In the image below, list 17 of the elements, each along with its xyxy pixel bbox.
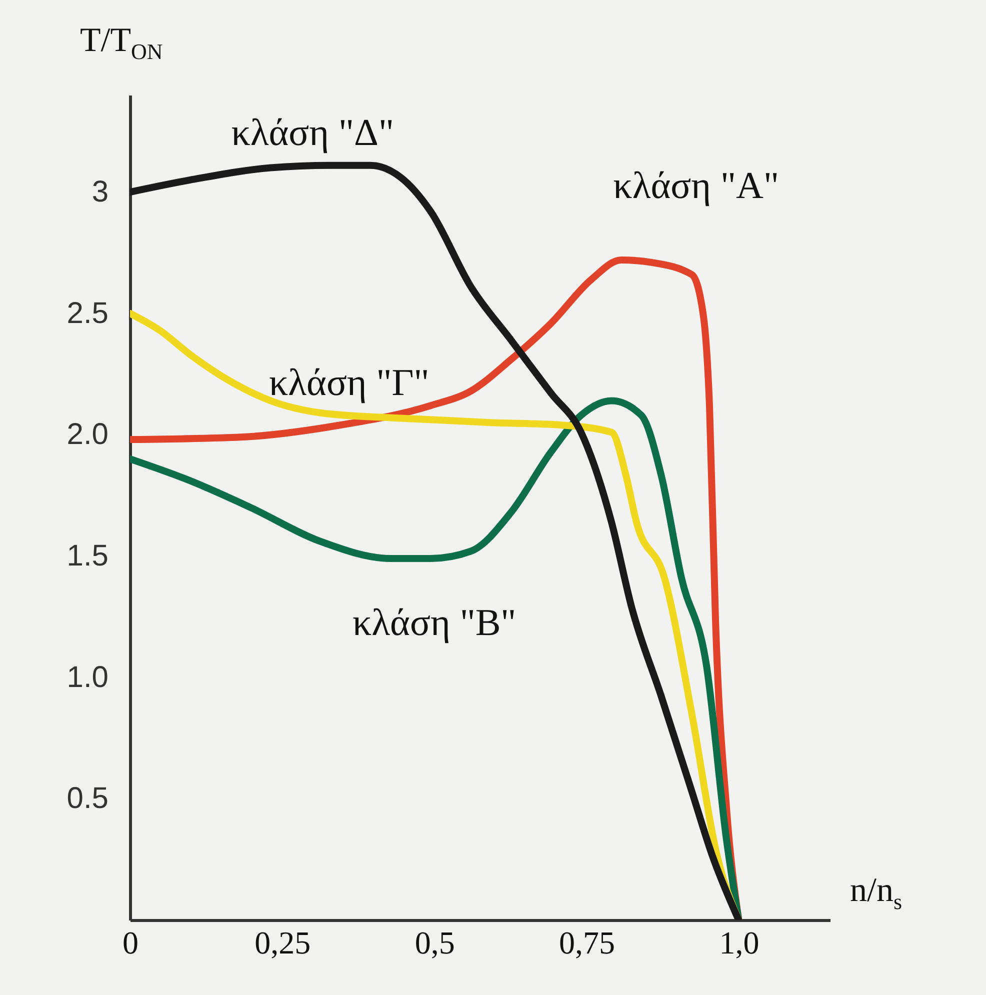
series-label: κλάση "Δ" (231, 112, 394, 154)
x-tick-label: 0,25 (254, 924, 311, 960)
x-tick-label: 1,0 (719, 924, 760, 960)
x-tick-label: 0,5 (414, 924, 455, 960)
y-tick-label: 1.5 (66, 540, 108, 573)
x-tick-label: 0,75 (559, 924, 616, 960)
y-tick-label: 3 (92, 176, 108, 209)
series-label: κλάση "Γ" (268, 362, 430, 404)
y-tick-label: 2.0 (66, 418, 108, 452)
series-label: κλάση "Β" (352, 602, 516, 644)
y-axis-title: T/T$_{ON}$ (80, 22, 163, 65)
x-axis-title: n/n$_{s}$ (850, 872, 902, 915)
x-tick-label: 0 (122, 924, 138, 960)
y-tick-label: 0.5 (66, 782, 108, 816)
y-tick-label: 1.0 (66, 660, 108, 694)
y-tick-label: 2.5 (66, 296, 108, 330)
series-label: κλάση "Α" (613, 165, 779, 208)
